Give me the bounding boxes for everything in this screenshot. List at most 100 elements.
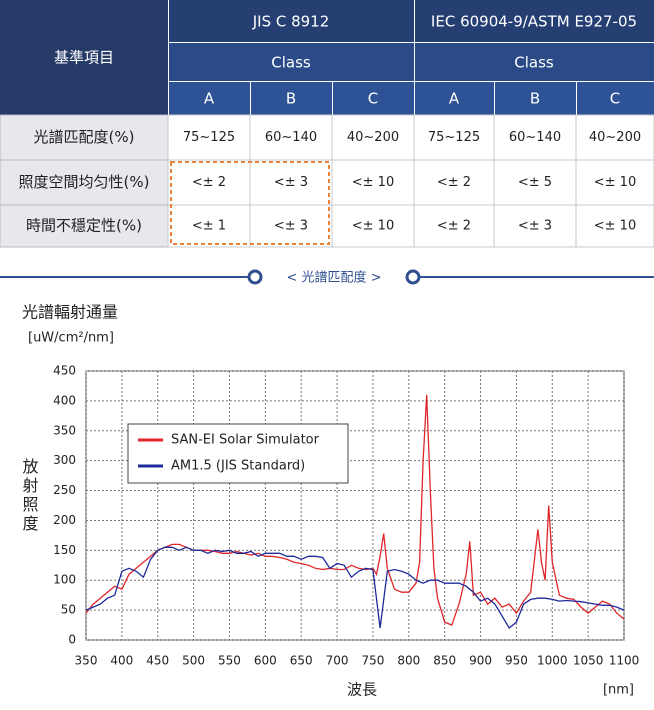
cell xyxy=(167,114,251,161)
x-tick-label: 400 xyxy=(110,654,133,668)
cell-text: <± 5 xyxy=(518,175,552,190)
y-tick-label: 0 xyxy=(68,633,76,647)
cell-text: 60~140 xyxy=(265,130,317,145)
cell xyxy=(249,204,333,248)
cell-text: <± 1 xyxy=(192,219,226,234)
y-tick-label: 400 xyxy=(53,393,76,407)
y-tick-label: 350 xyxy=(53,423,76,437)
class-label: B xyxy=(286,90,296,108)
cell-text: 60~140 xyxy=(509,130,561,145)
x-tick-label: 600 xyxy=(254,654,277,668)
row-header: 光譜匹配度(%) xyxy=(34,128,135,146)
cell-text: 75~125 xyxy=(183,130,235,145)
row-header-cell xyxy=(0,114,169,161)
group-label: JIS C 8912 xyxy=(252,13,330,31)
plot-area xyxy=(85,370,625,641)
cell xyxy=(575,204,654,248)
chart-title: 光譜輻射通量 xyxy=(22,303,118,322)
series-line xyxy=(85,546,625,629)
x-tick-label: 1050 xyxy=(573,654,604,668)
divider-dot xyxy=(247,269,263,285)
class-label: C xyxy=(368,90,378,108)
corner-label: 基準項目 xyxy=(54,49,114,67)
cell xyxy=(575,114,654,161)
class-cell xyxy=(251,82,332,115)
x-tick-label: 750 xyxy=(361,654,384,668)
x-tick-label: 1100 xyxy=(609,654,640,668)
row-header-cell xyxy=(0,159,169,206)
x-tick-label: 900 xyxy=(469,654,492,668)
cell xyxy=(575,159,654,206)
row-header: 時間不穩定性(%) xyxy=(26,217,142,235)
x-tick-label: 650 xyxy=(290,654,313,668)
cell-text: <± 3 xyxy=(274,219,308,234)
cell xyxy=(413,159,495,206)
row-header: 照度空間均匀性(%) xyxy=(19,173,150,191)
x-tick-label: 700 xyxy=(326,654,349,668)
x-tick-label: 550 xyxy=(218,654,241,668)
series-line xyxy=(85,394,625,626)
subheader-cell xyxy=(415,43,654,81)
class-cell xyxy=(169,82,250,115)
x-axis-label: 波長 xyxy=(347,681,377,699)
class-label: B xyxy=(530,90,540,108)
divider-gap xyxy=(262,268,406,286)
x-tick-label: 450 xyxy=(146,654,169,668)
section-label: < 光譜匹配度 > xyxy=(286,270,381,286)
cell-text: <± 10 xyxy=(352,219,394,234)
subheader-label: Class xyxy=(271,54,311,72)
x-tick-label: 800 xyxy=(397,654,420,668)
cell xyxy=(167,204,251,248)
cell-text: 40~200 xyxy=(589,130,641,145)
group-cell xyxy=(169,0,414,42)
class-label: C xyxy=(610,90,620,108)
cell-text: 40~200 xyxy=(347,130,399,145)
y-tick-label: 250 xyxy=(53,483,76,497)
x-tick-label: 350 xyxy=(75,654,98,668)
y-tick-label: 100 xyxy=(53,573,76,587)
y-unit: [uW/cm²/nm] xyxy=(28,331,114,346)
x-tick-label: 500 xyxy=(182,654,205,668)
y-tick-label: 200 xyxy=(53,513,76,527)
cell xyxy=(331,114,415,161)
corner-cell xyxy=(0,0,168,115)
x-tick-label: 950 xyxy=(505,654,528,668)
class-cell xyxy=(333,82,414,115)
class-label: A xyxy=(204,90,215,108)
class-cell xyxy=(577,82,654,115)
subheader-label: Class xyxy=(514,54,554,72)
class-label: A xyxy=(449,90,460,108)
divider-dot xyxy=(405,269,421,285)
class-cell xyxy=(415,82,494,115)
cell xyxy=(493,114,577,161)
y-tick-label: 450 xyxy=(53,364,76,378)
cell-text: <± 10 xyxy=(352,175,394,190)
x-unit: [nm] xyxy=(603,683,634,698)
group-cell xyxy=(415,0,654,42)
cell-text: <± 10 xyxy=(594,175,636,190)
cell-text: <± 3 xyxy=(274,175,308,190)
cell-text: <± 3 xyxy=(518,219,552,234)
cell xyxy=(413,204,495,248)
cell-text: <± 10 xyxy=(594,219,636,234)
cell-text: <± 2 xyxy=(437,219,471,234)
highlight-box xyxy=(170,161,330,245)
legend-box xyxy=(127,423,349,484)
group-label: IEC 60904-9/ASTM E927-05 xyxy=(431,13,637,31)
cell-text: <± 2 xyxy=(192,175,226,190)
x-tick-label: 1000 xyxy=(537,654,568,668)
cell xyxy=(493,204,577,248)
y-tick-label: 50 xyxy=(61,603,76,617)
y-tick-label: 300 xyxy=(53,453,76,467)
subheader-cell xyxy=(169,43,414,81)
cell-text: 75~125 xyxy=(428,130,480,145)
y-axis-label: 放射照度 xyxy=(20,458,39,534)
class-cell xyxy=(495,82,576,115)
cell-text: <± 2 xyxy=(437,175,471,190)
y-tick-label: 150 xyxy=(53,543,76,557)
legend-label: AM1.5 (JIS Standard) xyxy=(171,459,305,474)
x-tick-label: 850 xyxy=(433,654,456,668)
cell xyxy=(331,159,415,206)
legend-label: SAN-EI Solar Simulator xyxy=(171,433,320,448)
